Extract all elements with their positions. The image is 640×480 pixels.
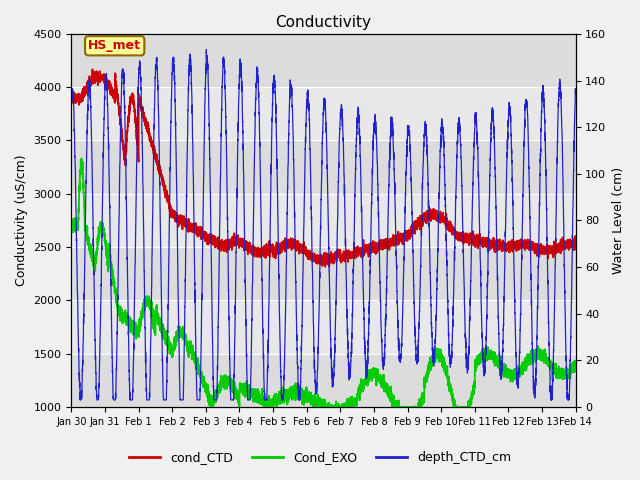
Bar	[72, 300, 575, 354]
Text: HS_met: HS_met	[88, 39, 141, 52]
Bar	[72, 194, 575, 247]
Bar	[72, 87, 575, 141]
Bar	[72, 141, 575, 194]
Legend: cond_CTD, Cond_EXO, depth_CTD_cm: cond_CTD, Cond_EXO, depth_CTD_cm	[124, 446, 516, 469]
Bar	[72, 354, 575, 407]
Bar	[72, 247, 575, 300]
Title: Conductivity: Conductivity	[275, 15, 371, 30]
Y-axis label: Water Level (cm): Water Level (cm)	[612, 167, 625, 274]
Y-axis label: Conductivity (uS/cm): Conductivity (uS/cm)	[15, 155, 28, 286]
Bar	[72, 34, 575, 87]
